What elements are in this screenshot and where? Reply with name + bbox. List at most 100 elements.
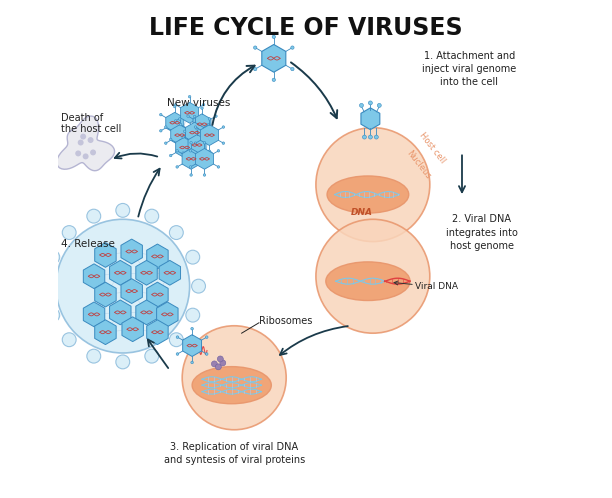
Circle shape [359,104,364,108]
Circle shape [207,139,210,142]
Circle shape [160,129,162,132]
Text: Viral DNA: Viral DNA [415,282,458,291]
Circle shape [187,131,189,133]
Circle shape [222,142,225,144]
Circle shape [182,326,286,430]
Circle shape [204,149,206,152]
Circle shape [179,139,182,142]
Circle shape [253,67,257,71]
Polygon shape [121,279,143,303]
Circle shape [291,46,294,49]
Ellipse shape [192,367,271,404]
Circle shape [215,364,222,370]
Polygon shape [157,302,178,327]
Circle shape [160,114,162,116]
Text: Death of
the host cell: Death of the host cell [61,113,121,134]
Circle shape [116,204,130,217]
Circle shape [191,361,193,364]
Circle shape [201,139,203,141]
Circle shape [170,154,172,157]
Circle shape [368,101,372,105]
Text: New viruses: New viruses [167,98,231,108]
Ellipse shape [327,176,409,213]
Polygon shape [57,116,114,171]
Circle shape [196,127,198,130]
Circle shape [203,104,205,106]
Circle shape [40,279,54,293]
Polygon shape [166,113,184,133]
Circle shape [145,349,159,363]
Polygon shape [200,124,218,145]
Circle shape [208,150,211,152]
Circle shape [174,137,176,140]
Circle shape [316,219,430,333]
Polygon shape [182,335,201,357]
Circle shape [187,114,190,116]
Circle shape [192,142,195,144]
Circle shape [207,124,210,126]
Text: 1. Attachment and
inject viral genome
into the cell: 1. Attachment and inject viral genome in… [422,51,517,87]
Polygon shape [159,260,181,285]
Circle shape [192,126,195,128]
Circle shape [46,250,60,264]
Text: Nucleus: Nucleus [405,149,433,181]
Polygon shape [176,137,193,158]
Polygon shape [121,239,143,264]
Circle shape [253,46,257,49]
Circle shape [46,308,60,322]
Circle shape [170,333,183,347]
Polygon shape [122,317,143,342]
Circle shape [368,135,372,139]
Circle shape [215,131,217,133]
Circle shape [316,127,430,242]
Circle shape [170,226,183,240]
Polygon shape [147,244,168,269]
Ellipse shape [326,262,410,300]
Circle shape [375,135,378,139]
Circle shape [174,104,177,106]
Circle shape [83,153,89,159]
Circle shape [206,336,208,339]
Polygon shape [136,300,157,325]
Circle shape [192,279,206,293]
Polygon shape [95,320,116,345]
Circle shape [179,124,182,126]
Circle shape [187,129,190,132]
Polygon shape [83,264,105,289]
Circle shape [170,138,172,140]
Circle shape [222,126,225,128]
Circle shape [88,137,94,143]
Circle shape [184,130,186,132]
Circle shape [378,104,381,108]
Circle shape [206,353,208,355]
Circle shape [182,135,184,138]
Text: LIFE CYCLE OF VIRUSES: LIFE CYCLE OF VIRUSES [149,16,463,40]
Circle shape [116,355,130,369]
Polygon shape [181,103,199,123]
Circle shape [184,162,186,165]
Circle shape [188,127,191,130]
Polygon shape [182,148,200,169]
Circle shape [210,152,212,154]
Circle shape [362,135,367,139]
Circle shape [62,226,76,240]
Circle shape [208,118,211,120]
Circle shape [80,133,86,139]
Circle shape [176,353,179,355]
Circle shape [201,107,203,110]
Circle shape [210,135,212,138]
Circle shape [203,120,205,122]
Circle shape [188,96,191,98]
Circle shape [272,78,275,82]
Circle shape [193,115,196,118]
Polygon shape [110,300,131,325]
Text: 3. Replication of viral DNA
and syntesis of viral proteins: 3. Replication of viral DNA and syntesis… [163,442,305,465]
Polygon shape [188,134,206,155]
Circle shape [194,126,196,128]
Circle shape [87,209,101,223]
Circle shape [165,142,167,144]
Circle shape [179,150,181,152]
Circle shape [215,115,217,118]
Polygon shape [95,243,116,267]
Circle shape [203,174,206,176]
